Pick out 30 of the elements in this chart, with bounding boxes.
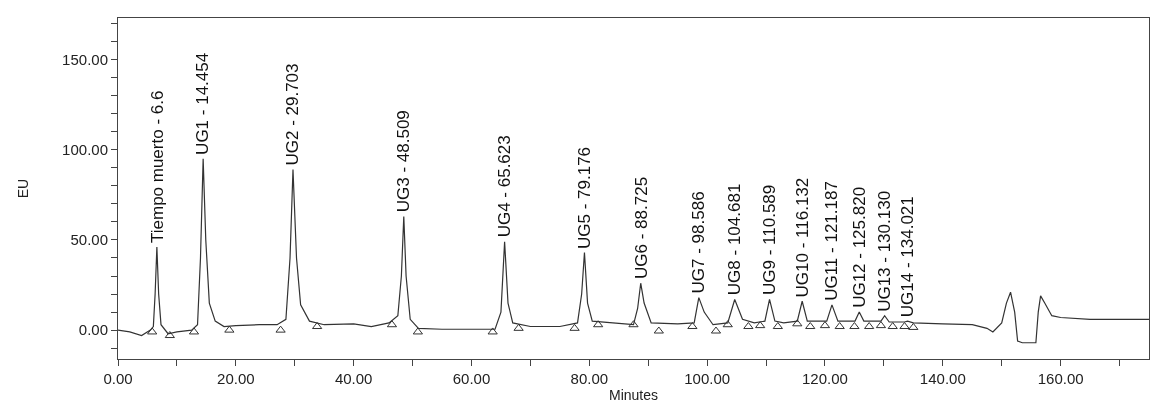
- y-tick-label: 50.00: [70, 231, 108, 249]
- annotation: UG13 - 130.130: [875, 190, 895, 312]
- x-tick-label: 100.00: [684, 370, 731, 387]
- x-tick-label: 120.00: [802, 370, 848, 387]
- x-tick-label: 160.00: [1037, 370, 1084, 387]
- annotation: UG9 - 110.589: [760, 184, 780, 295]
- annotation: UG8 - 104.681: [725, 183, 745, 296]
- annotation: UG14 - 134.021: [897, 196, 917, 318]
- x-tick-label: 140.00: [919, 370, 966, 387]
- x-tick-label: 60.00: [452, 370, 491, 387]
- y-tick-label: 150.00: [62, 50, 108, 68]
- y-tick-label: 0.00: [78, 321, 108, 339]
- annotation: UG10 - 116.132: [792, 177, 812, 298]
- annotation: UG12 - 125.820: [849, 186, 869, 308]
- x-tick-label: 0.00: [103, 370, 133, 387]
- annotation: UG11 - 121.187: [822, 181, 842, 301]
- annotation: UG4 - 65.623: [494, 135, 514, 238]
- annotation: UG7 - 98.586: [689, 191, 709, 294]
- y-axis-title: EU: [14, 178, 31, 199]
- x-axis-title: Minutes: [608, 387, 659, 404]
- annotation: UG5 - 79.176: [574, 146, 594, 250]
- annotation: UG3 - 48.509: [394, 110, 414, 213]
- x-tick-label: 20.00: [217, 370, 255, 387]
- y-tick-label: 100.00: [62, 140, 108, 158]
- annotation: UG1 - 14.454: [193, 52, 213, 155]
- x-tick-label: 80.00: [570, 370, 609, 387]
- x-tick-label: 40.00: [334, 370, 373, 387]
- annotation: UG6 - 88.725: [631, 176, 651, 279]
- annotation: Tiempo muerto - 6.6: [147, 90, 167, 244]
- annotation: UG2 - 29.703: [283, 63, 303, 166]
